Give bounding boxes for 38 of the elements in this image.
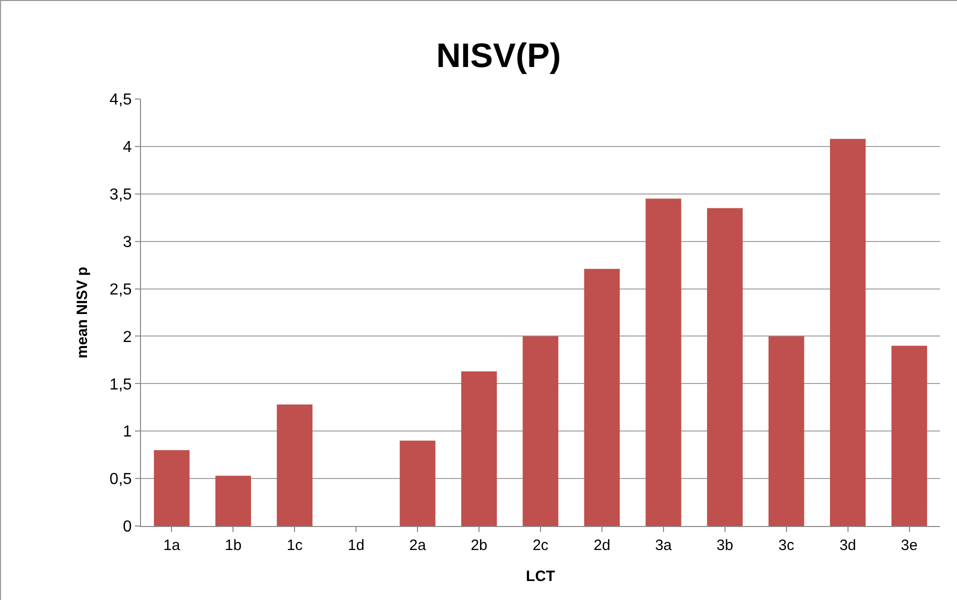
x-tick-label: 2b (470, 537, 488, 554)
x-tick-label: 2c (532, 537, 549, 554)
bar (646, 198, 682, 526)
y-tick-label: 4 (122, 139, 132, 156)
bar (400, 440, 436, 526)
y-tick-label: 2,5 (110, 281, 132, 298)
y-tick-label: 4,5 (110, 92, 132, 109)
x-tick-label: 3d (839, 537, 856, 554)
bar (830, 138, 866, 526)
bar (215, 476, 252, 526)
y-tick-label: 3 (122, 234, 132, 251)
bar (276, 404, 312, 526)
x-tick-label: 3b (716, 537, 734, 554)
x-tick-label: 3e (900, 537, 918, 554)
y-axis-title: mean NISV p (74, 266, 91, 358)
x-tick-label: 1b (224, 537, 242, 554)
x-tick-label: 2d (594, 537, 610, 554)
bar (522, 336, 558, 526)
x-tick-label: 3a (655, 537, 672, 554)
chart-title: NISV(P) (436, 36, 561, 75)
bar (707, 208, 743, 526)
x-tick-label: 2a (409, 537, 427, 554)
y-tick-label: 0 (122, 518, 132, 536)
bar (584, 268, 620, 526)
y-tick-label: 0,5 (110, 471, 132, 488)
y-tick-label: 3,5 (110, 186, 132, 204)
x-tick-label: 1a (163, 537, 181, 554)
x-tick-label: 1d (348, 537, 364, 554)
bar (154, 450, 190, 526)
y-tick-label: 1 (122, 424, 132, 441)
x-axis-title: LCT (526, 568, 556, 585)
bar (461, 371, 497, 526)
x-tick-label: 3c (778, 537, 795, 554)
y-tick-label: 2 (122, 328, 132, 346)
x-tick-label: 1c (286, 537, 304, 554)
y-tick-label: 1,5 (110, 376, 132, 394)
bar (768, 336, 804, 526)
bar (891, 346, 928, 526)
